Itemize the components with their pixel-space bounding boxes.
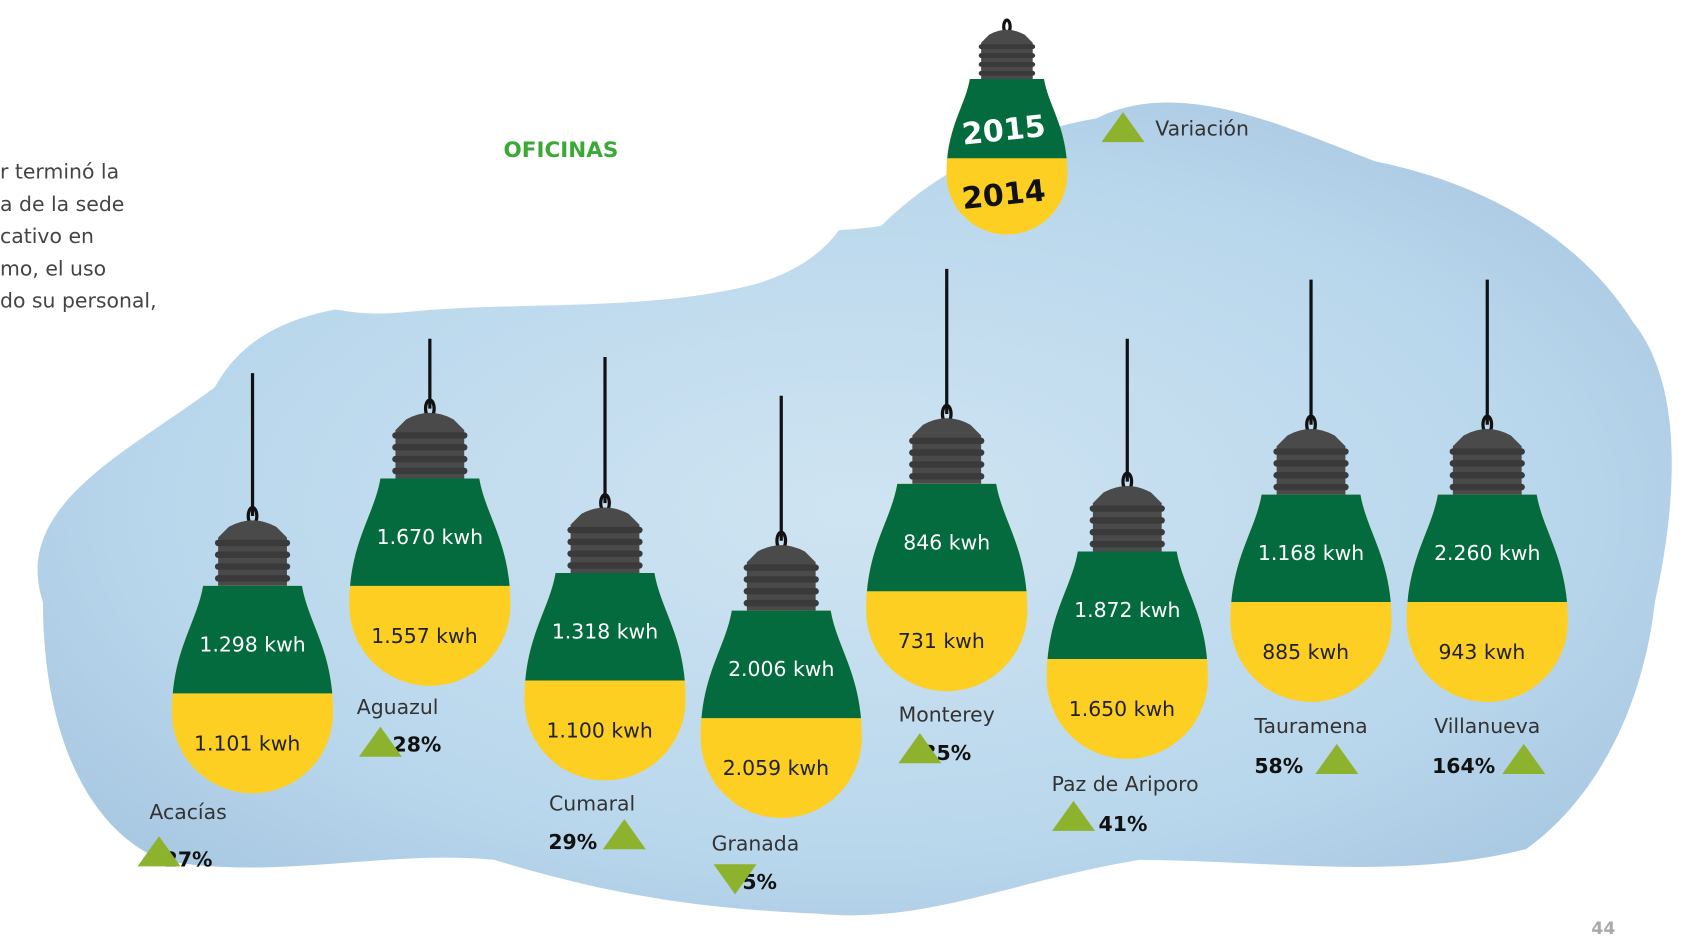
socket-ring xyxy=(743,599,819,607)
arrow-up xyxy=(898,733,942,764)
bulb-top xyxy=(172,585,333,694)
arrow-up xyxy=(1315,743,1359,774)
page-number: 44 xyxy=(1591,919,1615,939)
socket-ring xyxy=(978,62,1036,67)
value-2015: 846 kwh xyxy=(903,530,990,554)
variation: 164% xyxy=(1432,754,1495,778)
socket-ring xyxy=(214,575,291,582)
value-2015: 1.872 kwh xyxy=(1074,598,1180,622)
office-name: Paz de Ariporo xyxy=(1052,772,1199,796)
socket-ring xyxy=(909,437,985,445)
socket-ring xyxy=(909,473,985,480)
socket-ring xyxy=(909,461,985,468)
bulb-top xyxy=(350,478,510,586)
socket-ring xyxy=(1089,505,1165,512)
legend-variation: Variación xyxy=(1155,117,1249,141)
variation: 58% xyxy=(1254,754,1303,778)
bulb-top xyxy=(1047,551,1207,659)
value-2015: 1.168 kwh xyxy=(1258,541,1364,565)
bulb-top xyxy=(701,610,861,719)
socket-ring xyxy=(743,576,819,583)
socket-ring xyxy=(392,467,468,475)
arrow-up xyxy=(358,726,402,757)
arrow-up xyxy=(1052,800,1096,831)
value-2014: 731 kwh xyxy=(898,629,985,653)
socket-ring xyxy=(214,551,291,558)
value-2014: 2.059 kwh xyxy=(723,756,829,780)
office-name: Monterey xyxy=(899,702,995,726)
value-2014: 1.101 kwh xyxy=(194,731,300,755)
value-2015: 1.670 kwh xyxy=(377,525,483,549)
socket-ring xyxy=(214,563,291,570)
socket-ring xyxy=(1449,483,1525,491)
intro-text: mo, el uso xyxy=(0,256,106,280)
arrow-up xyxy=(1502,743,1546,774)
socket-ring xyxy=(1449,448,1525,455)
bulb-top xyxy=(1231,494,1391,603)
socket-ring xyxy=(567,526,643,534)
socket-ring xyxy=(1273,472,1349,479)
legend-year-bottom: 2014 xyxy=(960,173,1047,217)
variation: 41% xyxy=(1099,812,1148,836)
bulb-top xyxy=(947,78,1067,159)
office-name: Villanueva xyxy=(1434,714,1540,738)
office-name: Acacías xyxy=(149,800,226,824)
variation: 28% xyxy=(393,732,442,756)
value-2014: 885 kwh xyxy=(1262,640,1349,664)
socket-ring xyxy=(978,70,1036,76)
arrow-up xyxy=(137,836,181,867)
office-name: Cumaral xyxy=(549,792,635,816)
arrow-up xyxy=(602,819,646,850)
value-2015: 1.298 kwh xyxy=(199,632,305,656)
intro-text: do su personal, xyxy=(0,289,157,313)
intro-text: cativo en xyxy=(0,224,94,248)
arrow-down xyxy=(713,864,757,895)
socket-ring xyxy=(978,44,1036,50)
value-2014: 1.100 kwh xyxy=(546,718,652,742)
value-2014: 943 kwh xyxy=(1438,640,1525,664)
socket-ring xyxy=(1273,483,1349,491)
bulb-top xyxy=(1407,494,1567,603)
socket-ring xyxy=(567,538,643,546)
variation: 29% xyxy=(548,830,597,854)
socket-ring xyxy=(1089,517,1165,524)
intro-text: r terminó la xyxy=(0,160,119,184)
socket-ring xyxy=(1089,540,1165,548)
office-name: Tauramena xyxy=(1253,714,1367,738)
value-2015: 2.260 kwh xyxy=(1434,541,1540,565)
bulb-top xyxy=(525,573,685,681)
socket-ring xyxy=(1089,528,1165,536)
intro-text: a de la sede xyxy=(0,192,124,216)
value-2014: 1.650 kwh xyxy=(1069,697,1175,721)
socket-ring xyxy=(392,432,468,439)
socket-ring xyxy=(909,449,985,456)
socket-ring xyxy=(1273,448,1349,455)
value-2014: 1.557 kwh xyxy=(371,624,477,648)
bulb-top xyxy=(867,483,1027,592)
white-cloud xyxy=(225,9,857,314)
office-name: Aguazul xyxy=(357,695,439,719)
socket-ring xyxy=(567,562,643,569)
socket-ring xyxy=(978,53,1036,59)
socket-ring xyxy=(743,564,819,571)
socket-ring xyxy=(1449,472,1525,479)
office-name: Granada xyxy=(712,831,800,855)
value-2015: 1.318 kwh xyxy=(552,620,658,644)
legend-year-top: 2015 xyxy=(960,109,1047,153)
socket-ring xyxy=(1449,460,1525,467)
socket-ring xyxy=(392,455,468,463)
arrow-up xyxy=(1101,112,1145,143)
value-2015: 2.006 kwh xyxy=(728,657,834,681)
socket-ring xyxy=(214,539,291,547)
section-title: OFICINAS xyxy=(504,138,619,163)
socket-ring xyxy=(567,550,643,557)
socket-ring xyxy=(743,588,819,595)
socket-ring xyxy=(392,444,468,451)
socket-ring xyxy=(1273,460,1349,467)
